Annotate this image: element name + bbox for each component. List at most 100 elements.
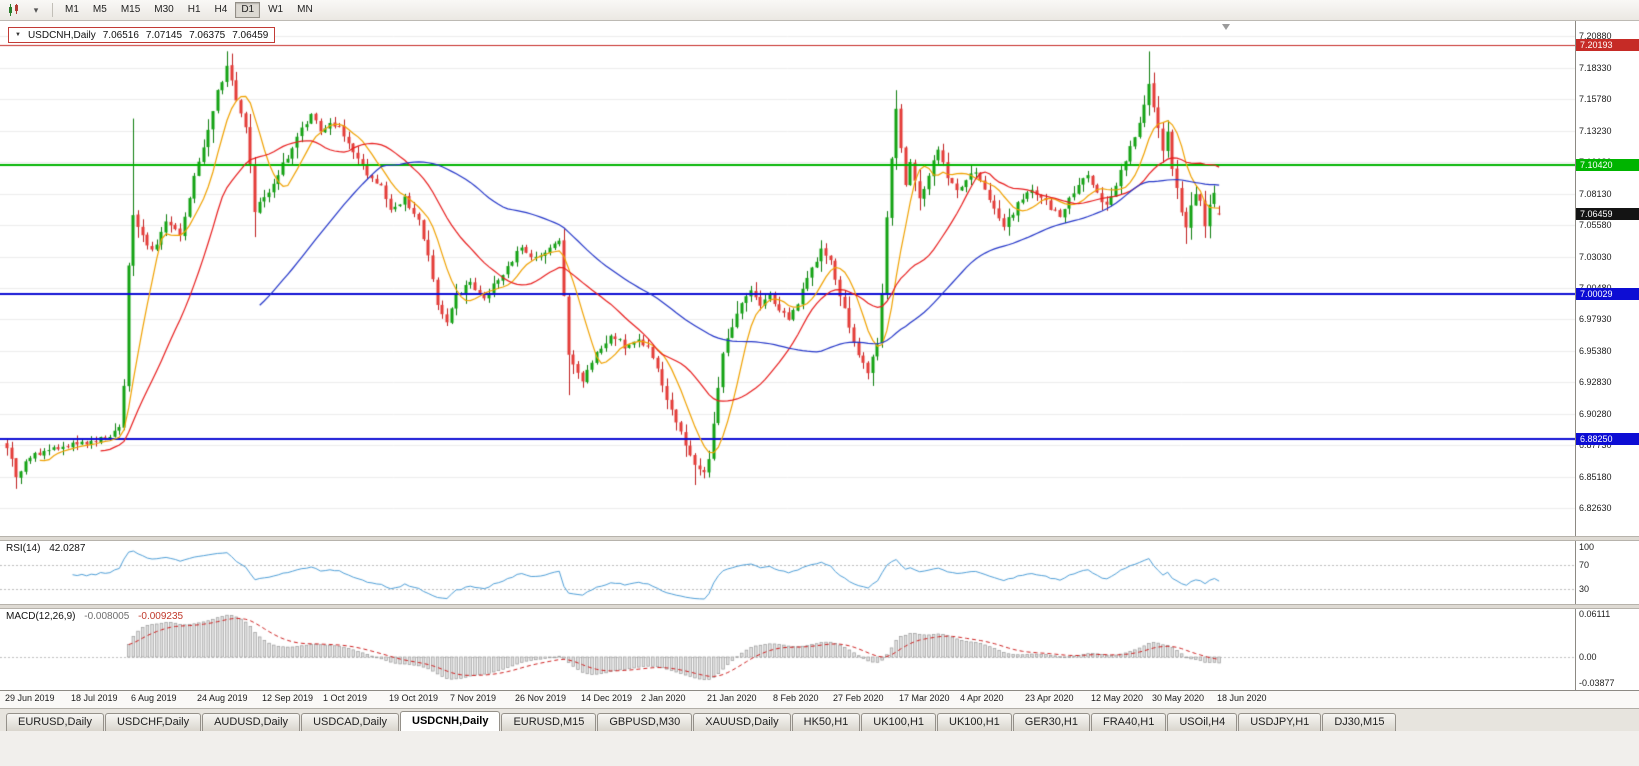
price-axis-tick[interactable]: 7.05580 xyxy=(1579,220,1612,230)
rsi-header: RSI(14) 42.0287 xyxy=(6,543,85,554)
date-axis-label: 6 Aug 2019 xyxy=(131,693,177,703)
rsi-value: 42.0287 xyxy=(49,543,86,554)
chart-type-icon[interactable] xyxy=(3,2,25,18)
price-axis-tick[interactable]: 6.92830 xyxy=(1579,377,1612,387)
date-axis-label: 4 Apr 2020 xyxy=(960,693,1004,703)
chart-shift-marker[interactable] xyxy=(1222,24,1230,30)
chart-tab-audusd-daily[interactable]: AUDUSD,Daily xyxy=(202,713,301,731)
date-axis-label: 18 Jun 2020 xyxy=(1217,693,1267,703)
price-axis-tick[interactable]: 6.82630 xyxy=(1579,503,1612,513)
timeframe-button-h1[interactable]: H1 xyxy=(182,2,207,18)
date-axis-label: 7 Nov 2019 xyxy=(450,693,497,703)
top-toolbar: ▾ M1 M5 M15 M30 H1 H4 D1 W1 MN xyxy=(0,0,1639,21)
symbol-dropdown-icon: ▼ xyxy=(15,32,21,38)
date-axis-label: 12 Sep 2019 xyxy=(262,693,314,703)
status-area xyxy=(0,731,1639,766)
chart-tab-uk100-h1[interactable]: UK100,H1 xyxy=(861,713,937,731)
date-axis-label: 23 Apr 2020 xyxy=(1025,693,1074,703)
date-axis-label: 1 Oct 2019 xyxy=(323,693,368,703)
chart-symbol-info[interactable]: ▼ USDCNH,Daily 7.06516 7.07145 7.06375 7… xyxy=(8,27,276,43)
price-axis-tick[interactable]: 6.90280 xyxy=(1579,409,1612,419)
price-axis-tick[interactable]: 7.08130 xyxy=(1579,189,1612,199)
chart-tab-eurusd-m15[interactable]: EURUSD,M15 xyxy=(501,713,597,731)
timeframe-button-m15[interactable]: M15 xyxy=(115,2,146,18)
price-line-tag: 7.10420 xyxy=(1576,159,1639,171)
timeframe-button-mn[interactable]: MN xyxy=(291,2,319,18)
date-axis-label: 12 May 2020 xyxy=(1091,693,1144,703)
chart-tab-usdcad-daily[interactable]: USDCAD,Daily xyxy=(301,713,400,731)
price-scale-separator xyxy=(1575,21,1576,690)
macd-indicator-canvas[interactable] xyxy=(0,609,1575,690)
timeframe-toolbar: M1 M5 M15 M30 H1 H4 D1 W1 MN xyxy=(58,2,320,18)
rsi-axis-label: 100 xyxy=(1579,542,1595,552)
rsi-axis-label: 30 xyxy=(1579,584,1590,594)
date-axis-label: 17 Mar 2020 xyxy=(899,693,950,703)
macd-axis-label: -0.03877 xyxy=(1579,678,1615,688)
price-axis-tick[interactable]: 7.18330 xyxy=(1579,63,1612,73)
timeframe-button-h4[interactable]: H4 xyxy=(209,2,234,18)
ohlc-close: 7.06459 xyxy=(232,29,269,41)
rsi-panel-splitter[interactable] xyxy=(0,536,1639,541)
ohlc-high: 7.07145 xyxy=(145,29,183,41)
chart-type-dropdown-icon[interactable]: ▾ xyxy=(33,4,39,15)
date-axis-label: 18 Jul 2019 xyxy=(71,693,118,703)
chart-tab-dj30-m15[interactable]: DJ30,M15 xyxy=(1322,713,1397,731)
price-axis-tick[interactable]: 6.97930 xyxy=(1579,314,1612,324)
rsi-axis-label: 70 xyxy=(1579,560,1590,570)
date-axis-label: 21 Jan 2020 xyxy=(707,693,757,703)
date-axis-label: 2 Jan 2020 xyxy=(641,693,686,703)
macd-axis-label: 0.00 xyxy=(1579,652,1597,662)
price-axis-tick[interactable]: 6.85180 xyxy=(1579,472,1612,482)
price-line-tag: 6.88250 xyxy=(1576,433,1639,445)
date-axis-label: 29 Jun 2019 xyxy=(5,693,55,703)
chart-tab-hk50-h1[interactable]: HK50,H1 xyxy=(791,713,861,731)
macd-header: MACD(12,26,9) -0.008005 -0.009235 xyxy=(6,611,183,622)
ohlc-low: 7.06375 xyxy=(189,29,226,41)
price-line-tag: 7.00029 xyxy=(1576,288,1639,300)
price-axis-tick[interactable]: 6.87730 xyxy=(1579,440,1612,450)
chart-tab-usdcnh-daily[interactable]: USDCNH,Daily xyxy=(400,711,501,731)
price-axis-tick[interactable]: 6.95380 xyxy=(1579,346,1612,356)
candlestick-glyph xyxy=(9,4,18,16)
chart-tab-usdchf-daily[interactable]: USDCHF,Daily xyxy=(104,713,202,731)
date-axis[interactable] xyxy=(0,690,1639,708)
macd-signal-value: -0.009235 xyxy=(138,611,184,622)
price-axis-tick[interactable]: 7.20880 xyxy=(1579,31,1612,41)
chart-tab-ger30-h1[interactable]: GER30,H1 xyxy=(1012,713,1090,731)
macd-main-value: -0.008005 xyxy=(84,611,130,622)
rsi-label: RSI(14) xyxy=(6,543,41,554)
current-price-tag: 7.06459 xyxy=(1576,208,1639,220)
rsi-indicator-canvas[interactable] xyxy=(0,541,1575,604)
chart-tab-xauusd-daily[interactable]: XAUUSD,Daily xyxy=(693,713,791,731)
price-axis-tick[interactable]: 7.03030 xyxy=(1579,252,1612,262)
macd-axis-label: 0.06111 xyxy=(1579,609,1611,619)
ohlc-open: 7.06516 xyxy=(102,29,139,41)
date-axis-label: 27 Feb 2020 xyxy=(833,693,884,703)
chart-tab-fra40-h1[interactable]: FRA40,H1 xyxy=(1091,713,1167,731)
timeframe-button-d1[interactable]: D1 xyxy=(235,2,261,18)
chart-tab-uk100-h1[interactable]: UK100,H1 xyxy=(937,713,1012,731)
date-axis-label: 19 Oct 2019 xyxy=(389,693,439,703)
chart-tab-eurusd-daily[interactable]: EURUSD,Daily xyxy=(6,713,104,731)
chart-tab-gbpusd-m30[interactable]: GBPUSD,M30 xyxy=(597,713,693,731)
macd-panel-splitter[interactable] xyxy=(0,604,1639,609)
date-axis-label: 8 Feb 2020 xyxy=(773,693,819,703)
chart-tab-bar: EURUSD,Daily USDCHF,Daily AUDUSD,Daily USDC… xyxy=(0,708,1639,731)
date-axis-label: 14 Dec 2019 xyxy=(581,693,633,703)
timeframe-button-m1[interactable]: M1 xyxy=(59,2,85,18)
date-axis-label: 24 Aug 2019 xyxy=(197,693,248,703)
macd-label: MACD(12,26,9) xyxy=(6,611,76,622)
date-axis-label: 30 May 2020 xyxy=(1152,693,1205,703)
timeframe-button-w1[interactable]: W1 xyxy=(262,2,289,18)
toolbar-separator xyxy=(52,3,53,17)
date-axis-label: 26 Nov 2019 xyxy=(515,693,567,703)
timeframe-button-m5[interactable]: M5 xyxy=(87,2,113,18)
chart-tab-usdjpy-h1[interactable]: USDJPY,H1 xyxy=(1238,713,1322,731)
price-chart-canvas[interactable] xyxy=(0,21,1575,536)
chart-tab-usoil-h4[interactable]: USOil,H4 xyxy=(1167,713,1238,731)
timeframe-button-m30[interactable]: M30 xyxy=(148,2,179,18)
price-axis-tick[interactable]: 7.13230 xyxy=(1579,126,1612,136)
price-line-tag: 7.20193 xyxy=(1576,39,1639,51)
symbol-name: USDCNH,Daily xyxy=(27,29,96,41)
price-axis-tick[interactable]: 7.15780 xyxy=(1579,94,1612,104)
